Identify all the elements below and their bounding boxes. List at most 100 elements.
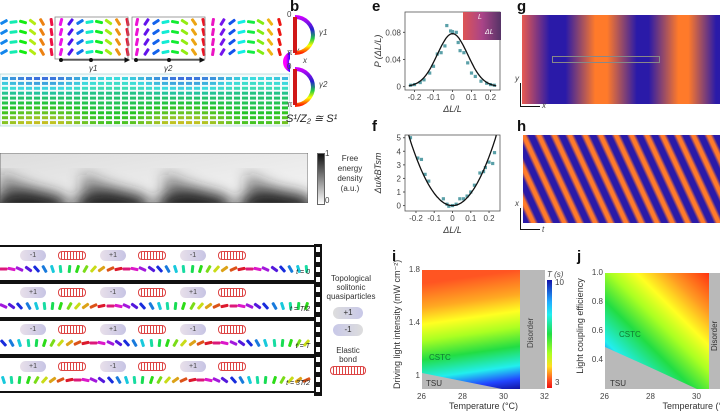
b-gamma2: γ2 (319, 80, 328, 89)
molecule (250, 81, 256, 85)
b-pi-2: π (287, 100, 293, 109)
molecule (105, 340, 115, 346)
molecule (269, 265, 279, 273)
molecule (180, 18, 189, 26)
molecule (125, 47, 130, 57)
y-tick-label: 0 (397, 83, 402, 92)
molecule (130, 111, 136, 115)
molecule (210, 106, 216, 110)
molecule (186, 111, 192, 115)
x-tick-label: 26 (417, 392, 426, 401)
molecule (8, 338, 15, 348)
molecule (218, 91, 224, 95)
legend-bond-label: Elastic bond (336, 346, 360, 364)
molecule (26, 111, 32, 115)
molecule (26, 81, 32, 85)
x-axis-label: Temperature (°C) (448, 401, 519, 411)
molecule (162, 116, 168, 120)
g-selection-box (552, 56, 660, 63)
molecule (255, 375, 260, 385)
molecule (170, 19, 180, 25)
molecule (82, 81, 88, 85)
molecule (186, 96, 192, 100)
charge-label: -1 (29, 252, 37, 259)
molecule (130, 106, 136, 110)
film-strip: -1 +1 -1 t = 0 +1 -1 +1 t = T/2 -1 +1 -1 t = T +1 -1 +… (0, 244, 330, 394)
molecule (178, 116, 184, 120)
molecule (122, 81, 128, 85)
molecule (0, 19, 8, 25)
cstc-label-j: CSTC (619, 330, 641, 339)
molecule (50, 111, 56, 115)
molecule (42, 301, 47, 311)
molecule (114, 303, 123, 309)
molecule (10, 96, 16, 100)
molecule (104, 28, 113, 36)
molecule (280, 338, 285, 348)
x-tick-label: 0.2 (485, 93, 497, 102)
molecule (242, 116, 248, 120)
molecule (179, 377, 189, 383)
quasiparticle: -1 (20, 250, 46, 261)
molecule (229, 304, 238, 308)
colorbar-max-label: 10 (555, 278, 564, 287)
molecule (82, 116, 88, 120)
gamma2-label: γ2 (164, 64, 173, 73)
molecule (122, 96, 128, 100)
molecule (258, 96, 264, 100)
h-x-label: x (515, 199, 519, 208)
molecule (226, 77, 232, 80)
chart-f: -0.2 -0.1 0 0.1 0.2 0 1 2 3 4 5 ΔL/L Δu/kBTsm (373, 134, 501, 235)
molecule (274, 116, 280, 120)
molecule (57, 339, 65, 347)
molecule (161, 49, 170, 55)
molecule (82, 121, 88, 125)
chart-e: -0.2 -0.1 0 0.1 0.2 0 0.04 0.08 ΔL/L P (ΔL/L) (373, 11, 501, 114)
molecule (258, 111, 264, 115)
gamma1-label: γ1 (89, 64, 97, 73)
quasiparticle: +1 (100, 324, 126, 335)
molecule (282, 81, 288, 85)
molecule (97, 340, 107, 346)
molecule (226, 111, 232, 115)
molecule (202, 121, 208, 125)
molecule (237, 19, 246, 25)
molecule (138, 121, 144, 125)
molecule (258, 81, 264, 85)
molecule (202, 96, 208, 100)
molecule (234, 81, 240, 85)
molecule (218, 86, 224, 90)
molecule (106, 101, 112, 105)
molecule (274, 96, 280, 100)
tsu-region-i (422, 373, 502, 389)
film-frame: +1 -1 +1 t = T/2 (0, 282, 314, 319)
molecule (39, 28, 45, 36)
molecule (9, 50, 18, 54)
b-pi-1: π (287, 48, 293, 57)
molecule (50, 264, 56, 274)
molecule (237, 29, 246, 35)
molecule (122, 77, 128, 80)
molecule (173, 264, 179, 274)
molecule (81, 340, 90, 346)
molecule (26, 77, 32, 80)
molecule (122, 101, 128, 105)
molecule (10, 106, 16, 110)
molecule (226, 86, 232, 90)
molecule (226, 106, 232, 110)
molecule (90, 86, 96, 90)
molecule (138, 86, 144, 90)
molecule (162, 111, 168, 115)
molecule (90, 91, 96, 95)
molecule (106, 111, 112, 115)
period-arrows (59, 57, 206, 63)
charge-label: +1 (29, 363, 37, 370)
molecule (170, 77, 176, 80)
molecule (42, 96, 48, 100)
legend-quasiparticles: Topological solitonic quasiparticles (326, 274, 376, 301)
molecule (90, 77, 96, 80)
molecule (180, 48, 189, 56)
molecule (196, 302, 205, 310)
molecule (34, 77, 40, 80)
molecule (9, 20, 18, 24)
